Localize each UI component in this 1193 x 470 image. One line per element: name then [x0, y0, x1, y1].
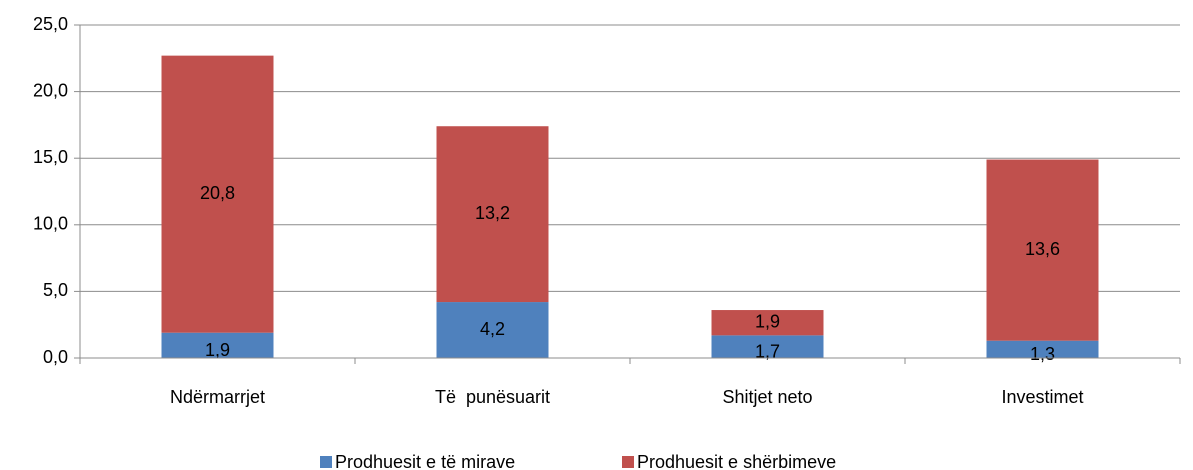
value-label: 1,9: [205, 340, 230, 360]
value-label: 1,3: [1030, 344, 1055, 364]
legend-swatch: [320, 456, 332, 468]
bar-segment: [711, 310, 824, 336]
legend-label: Prodhuesit e të mirave: [335, 452, 515, 470]
bar-segment: [161, 55, 274, 333]
value-label: 1,9: [755, 311, 780, 331]
value-label: 13,6: [1025, 239, 1060, 259]
value-label: 4,2: [480, 319, 505, 339]
y-tick-label: 10,0: [33, 214, 68, 234]
bar-segment: [986, 159, 1099, 341]
x-tick-label: Shitjet neto: [722, 387, 812, 407]
legend-label: Prodhuesit e shërbimeve: [637, 452, 836, 470]
value-label: 13,2: [475, 203, 510, 223]
x-tick-label: Të punësuarit: [435, 387, 550, 407]
bar-segment: [436, 126, 549, 303]
bar-segment: [161, 332, 274, 358]
y-tick-label: 5,0: [43, 280, 68, 300]
x-tick-label: Investimet: [1001, 387, 1083, 407]
y-tick-label: 15,0: [33, 147, 68, 167]
bar-segment: [436, 302, 549, 358]
y-tick-label: 25,0: [33, 14, 68, 34]
x-tick-label: Ndërmarrjet: [170, 387, 265, 407]
value-label: 1,7: [755, 341, 780, 361]
y-tick-label: 20,0: [33, 80, 68, 100]
bar-segment: [711, 335, 824, 358]
y-tick-label: 0,0: [43, 347, 68, 367]
legend-swatch: [622, 456, 634, 468]
bar-segment: [986, 340, 1099, 358]
value-label: 20,8: [200, 183, 235, 203]
